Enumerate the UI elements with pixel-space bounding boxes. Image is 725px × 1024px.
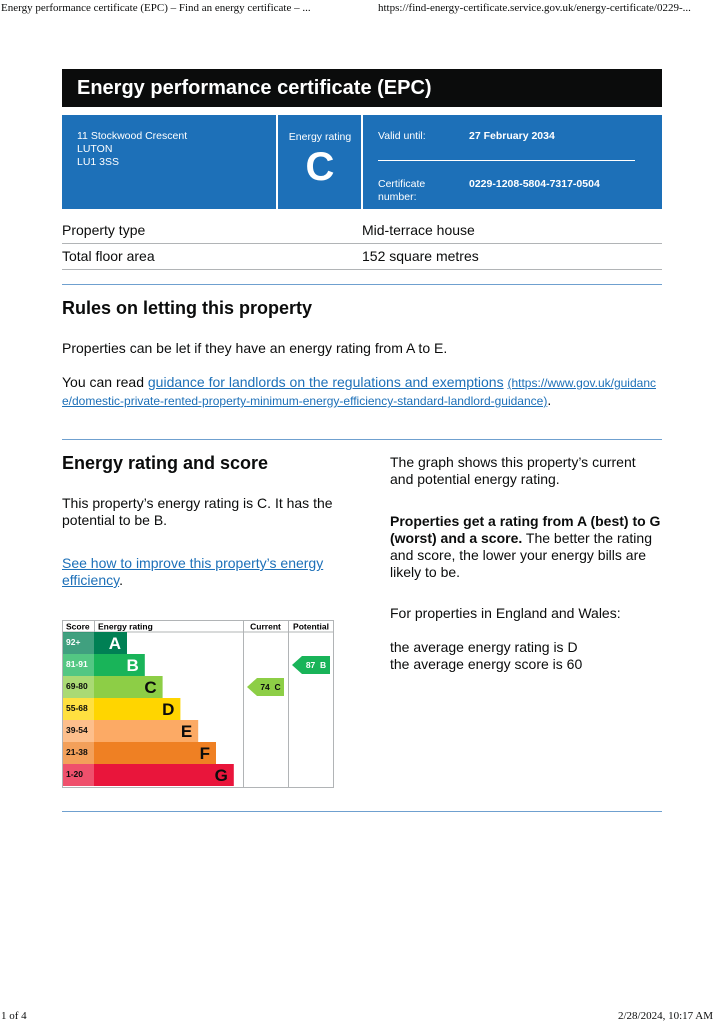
potential-score: 87 bbox=[306, 660, 316, 670]
score-cell bbox=[63, 720, 94, 742]
energy-graph: Score Energy rating Current Potential 92+ A 81… bbox=[62, 620, 334, 788]
column-header: Current bbox=[250, 622, 281, 632]
section-break bbox=[62, 811, 662, 812]
section-break bbox=[62, 439, 662, 440]
band-letter: F bbox=[200, 744, 210, 763]
section-heading: Rules on letting this property bbox=[62, 298, 313, 318]
current-letter: C bbox=[275, 682, 281, 692]
paragraph: Properties get a rating from A (best) to… bbox=[390, 513, 662, 581]
text: The better the rating and score, the low… bbox=[390, 530, 652, 580]
text: . bbox=[547, 392, 552, 408]
score-cell bbox=[63, 632, 94, 654]
potential-letter: B bbox=[320, 660, 326, 670]
address-line: LU1 3SS bbox=[77, 156, 120, 168]
page-number: 1 of 4 bbox=[1, 1010, 27, 1022]
divider bbox=[361, 115, 363, 209]
column-header: Energy rating bbox=[98, 622, 153, 632]
address-line: LUTON bbox=[77, 143, 113, 155]
band-score: 55-68 bbox=[66, 703, 88, 713]
valid-until: 27 February 2034 bbox=[469, 130, 555, 142]
band-score: 92+ bbox=[66, 637, 80, 647]
band-score: 81-91 bbox=[66, 659, 88, 669]
table-row: Property type Mid-terrace house bbox=[62, 217, 662, 244]
score-cell bbox=[63, 654, 94, 676]
text: You can read bbox=[62, 374, 148, 390]
browser-title: Energy performance certificate (EPC) – F… bbox=[1, 2, 311, 14]
print-datetime: 2/28/2024, 10:17 AM bbox=[618, 1010, 714, 1022]
paragraph: the average energy rating is D bbox=[390, 639, 578, 655]
paragraph: the average energy score is 60 bbox=[390, 656, 583, 672]
band-bar bbox=[94, 654, 145, 676]
band-letter: D bbox=[162, 700, 174, 719]
band-score: 1-20 bbox=[66, 769, 83, 779]
bold-text: Properties get a rating from A (best) to… bbox=[390, 513, 661, 546]
band-bar bbox=[94, 676, 163, 698]
band-bar bbox=[94, 720, 199, 742]
paragraph: The graph shows this property’s current … bbox=[390, 454, 636, 487]
current-score: 74 bbox=[260, 682, 270, 692]
paragraph: This property’s energy rating is C. It h… bbox=[62, 495, 333, 528]
paragraph: You can read guidance for landlords on t… bbox=[62, 374, 662, 410]
potential-label: 87 B bbox=[306, 660, 326, 670]
table-row: Total floor area 152 square metres bbox=[62, 243, 662, 270]
band-bar bbox=[94, 764, 234, 786]
score-cell bbox=[63, 764, 94, 786]
band-letter: A bbox=[109, 634, 121, 653]
paragraph: See how to improve this property’s energ… bbox=[62, 555, 347, 589]
cell: Total floor area bbox=[62, 248, 155, 264]
band-bar bbox=[94, 698, 181, 720]
guidance-link[interactable]: guidance for landlords on the regulation… bbox=[147, 374, 504, 390]
band-bar bbox=[94, 742, 216, 764]
rating: C bbox=[305, 145, 335, 189]
paragraph: Properties can be let if they have an en… bbox=[62, 340, 448, 356]
band-score: 21-38 bbox=[66, 747, 88, 757]
certificate-number-label: Certificate number: bbox=[378, 178, 426, 203]
band-letter: B bbox=[127, 656, 139, 675]
graph-frame bbox=[62, 620, 334, 788]
address-line: 11 Stockwood Crescent bbox=[77, 130, 188, 142]
score-cell bbox=[63, 698, 94, 720]
divider bbox=[276, 115, 278, 209]
improve-link[interactable]: See how to improve this property’s energ… bbox=[62, 555, 324, 588]
valid-until-label: Valid until: bbox=[378, 130, 426, 142]
band-letter: E bbox=[181, 722, 192, 741]
column-header: Score bbox=[66, 622, 90, 632]
cell: 152 square metres bbox=[362, 248, 479, 264]
browser-url: https://find-energy-certificate.service.… bbox=[378, 2, 691, 14]
score-cell bbox=[63, 742, 94, 764]
current-arrow bbox=[247, 678, 284, 696]
address: 11 Stockwood Crescent LUTON LU1 3SS bbox=[77, 130, 187, 169]
score-cell bbox=[63, 676, 94, 698]
column-header: Potential bbox=[293, 622, 329, 632]
rating-label: Energy rating bbox=[288, 131, 352, 143]
divider bbox=[378, 160, 635, 161]
section-heading: Energy rating and score bbox=[62, 453, 269, 473]
cell: Mid-terrace house bbox=[362, 222, 475, 238]
potential-arrow bbox=[292, 656, 330, 674]
band-score: 69-80 bbox=[66, 681, 88, 691]
band-letter: C bbox=[144, 678, 156, 697]
band-bar bbox=[94, 632, 127, 654]
cell: Property type bbox=[62, 222, 146, 238]
page-title: Energy performance certificate (EPC) bbox=[62, 69, 662, 107]
summary-box: 11 Stockwood Crescent LUTON LU1 3SS Ener… bbox=[62, 115, 662, 209]
paragraph: For properties in England and Wales: bbox=[390, 605, 621, 621]
section-break bbox=[62, 284, 662, 285]
band-letter: G bbox=[215, 766, 228, 785]
text: . bbox=[119, 572, 123, 588]
current-label: 74 C bbox=[260, 682, 280, 692]
band-score: 39-54 bbox=[66, 725, 88, 735]
certificate-number: 0229-1208-5804-7317-0504 bbox=[469, 178, 600, 190]
guidance-url[interactable]: (https://www.gov.uk/guidance/domestic-pr… bbox=[62, 376, 656, 408]
